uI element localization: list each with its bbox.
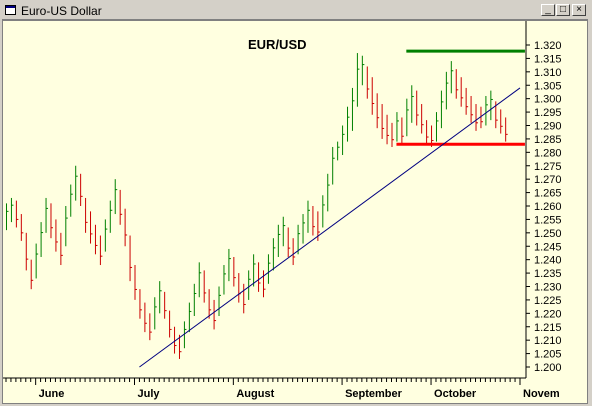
x-month-label: Novem xyxy=(523,388,560,400)
window-icon xyxy=(5,5,16,15)
minimize-button[interactable]: _ xyxy=(541,4,555,16)
close-button[interactable]: × xyxy=(572,4,586,16)
y-tick-label: 1.290 xyxy=(534,121,562,133)
y-tick-label: 1.295 xyxy=(534,107,562,119)
y-tick-label: 1.210 xyxy=(534,335,562,347)
x-month-label: July xyxy=(138,388,161,400)
y-tick-label: 1.235 xyxy=(534,268,562,280)
y-tick-label: 1.260 xyxy=(534,201,562,213)
x-month-label: September xyxy=(345,388,403,400)
y-tick-label: 1.230 xyxy=(534,282,562,294)
y-tick-label: 1.300 xyxy=(534,94,562,106)
x-month-label: August xyxy=(236,388,274,400)
y-tick-label: 1.275 xyxy=(534,161,562,173)
y-tick-label: 1.205 xyxy=(534,349,562,361)
y-tick-label: 1.215 xyxy=(534,322,562,334)
maximize-button[interactable]: □ xyxy=(556,4,570,16)
y-tick-label: 1.285 xyxy=(534,134,562,146)
chart-area: 1.320 1.315 1.310 1.305 1.300 1.295 1.290 1.285… xyxy=(2,20,588,404)
y-tick-label: 1.320 xyxy=(534,40,562,52)
y-tick-label: 1.265 xyxy=(534,188,562,200)
x-month-label: October xyxy=(434,388,477,400)
y-tick-label: 1.280 xyxy=(534,147,562,159)
y-tick-label: 1.225 xyxy=(534,295,562,307)
y-tick-label: 1.245 xyxy=(534,241,562,253)
y-tick-label: 1.220 xyxy=(534,308,562,320)
y-tick-label: 1.270 xyxy=(534,174,562,186)
y-tick-label: 1.305 xyxy=(534,80,562,92)
title-bar[interactable]: Euro-US Dollar _ □ × xyxy=(2,2,588,20)
y-tick-label: 1.250 xyxy=(534,228,562,240)
y-tick-label: 1.315 xyxy=(534,53,562,65)
y-tick-label: 1.200 xyxy=(534,362,562,374)
y-tick-label: 1.255 xyxy=(534,214,562,226)
y-tick-label: 1.240 xyxy=(534,255,562,267)
trendline-line xyxy=(139,87,521,368)
window-title: Euro-US Dollar xyxy=(21,4,102,18)
chart-title: EUR/USD xyxy=(248,37,307,52)
x-month-label: June xyxy=(39,388,65,400)
y-tick-label: 1.310 xyxy=(534,67,562,79)
